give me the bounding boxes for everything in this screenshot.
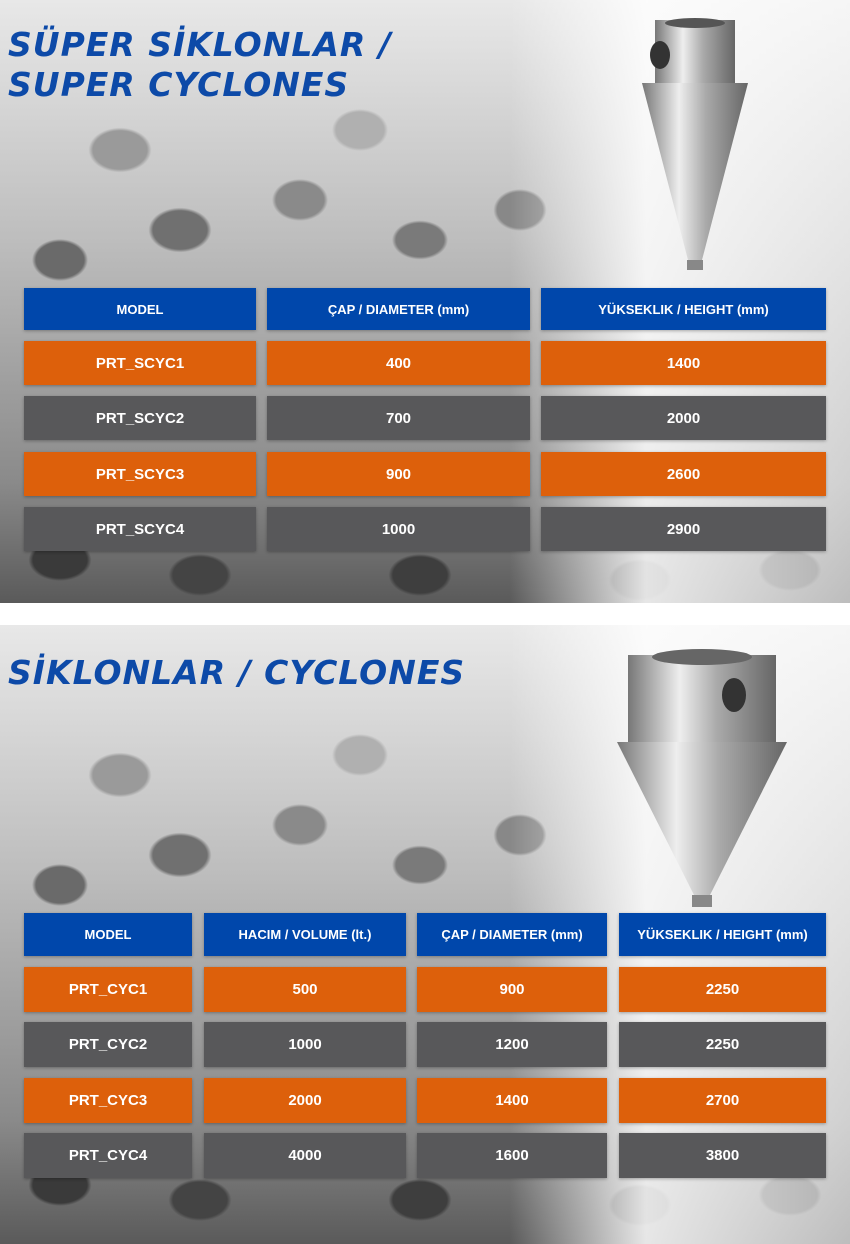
table-cell: PRT_SCYC3 bbox=[24, 452, 256, 496]
table-cell: PRT_CYC1 bbox=[24, 967, 192, 1012]
table-cell: 1600 bbox=[417, 1133, 607, 1178]
table-cell: 2000 bbox=[204, 1078, 406, 1123]
table-cell: 900 bbox=[417, 967, 607, 1012]
table-cell: 1000 bbox=[267, 507, 530, 551]
table-cell: 4000 bbox=[204, 1133, 406, 1178]
super-cyclones-title: SÜPER SİKLONLAR / SUPER CYCLONES bbox=[8, 25, 392, 105]
table-cell: 400 bbox=[267, 341, 530, 385]
title-line-1: SÜPER SİKLONLAR / bbox=[8, 25, 392, 64]
table-cell: 1200 bbox=[417, 1022, 607, 1067]
table-cell: PRT_CYC4 bbox=[24, 1133, 192, 1178]
table-header-cell: ÇAP / DIAMETER (mm) bbox=[417, 913, 607, 956]
table-cell: 2600 bbox=[541, 452, 826, 496]
table-header-cell: YÜKSEKLIK / HEIGHT (mm) bbox=[619, 913, 826, 956]
title-line-2: SUPER CYCLONES bbox=[8, 65, 350, 104]
table-header-cell: YÜKSEKLIK / HEIGHT (mm) bbox=[541, 288, 826, 330]
table-cell: 1000 bbox=[204, 1022, 406, 1067]
table-header-cell: ÇAP / DIAMETER (mm) bbox=[267, 288, 530, 330]
table-cell: 3800 bbox=[619, 1133, 826, 1178]
table-cell: PRT_SCYC1 bbox=[24, 341, 256, 385]
table-header-cell: HACIM / VOLUME (lt.) bbox=[204, 913, 406, 956]
table-cell: 2700 bbox=[619, 1078, 826, 1123]
table-cell: PRT_CYC2 bbox=[24, 1022, 192, 1067]
super-cyclones-panel: SÜPER SİKLONLAR / SUPER CYCLONES MODEL ÇA… bbox=[0, 0, 850, 603]
table-header-cell: MODEL bbox=[24, 288, 256, 330]
table-cell: PRT_SCYC2 bbox=[24, 396, 256, 440]
table-cell: 2000 bbox=[541, 396, 826, 440]
cyclones-title: SİKLONLAR / CYCLONES bbox=[8, 653, 466, 692]
table-cell: 1400 bbox=[541, 341, 826, 385]
table-cell: 1400 bbox=[417, 1078, 607, 1123]
cyclones-panel: SİKLONLAR / CYCLONES MODEL HACIM / VOLUME… bbox=[0, 625, 850, 1244]
table-cell: 700 bbox=[267, 396, 530, 440]
table-cell: 500 bbox=[204, 967, 406, 1012]
table-header-cell: MODEL bbox=[24, 913, 192, 956]
table-cell: 2900 bbox=[541, 507, 826, 551]
super-cyclone-image bbox=[642, 18, 748, 270]
table-cell: PRT_SCYC4 bbox=[24, 507, 256, 551]
table-cell: 900 bbox=[267, 452, 530, 496]
table-cell: PRT_CYC3 bbox=[24, 1078, 192, 1123]
table-cell: 2250 bbox=[619, 1022, 826, 1067]
table-cell: 2250 bbox=[619, 967, 826, 1012]
cyclone-image bbox=[617, 649, 787, 907]
